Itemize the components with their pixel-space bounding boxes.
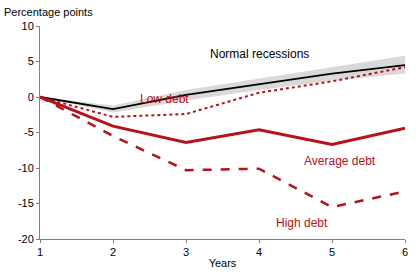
svg-text:0: 0 [28,91,34,103]
svg-text:-15: -15 [18,197,34,209]
svg-text:Average debt: Average debt [304,154,376,168]
svg-text:3: 3 [183,246,189,258]
svg-text:4: 4 [256,246,262,258]
svg-text:1: 1 [37,246,43,258]
svg-text:5: 5 [28,55,34,67]
svg-text:Years: Years [209,257,237,269]
svg-text:2: 2 [110,246,116,258]
svg-text:Low debt: Low debt [140,92,189,106]
svg-text:10: 10 [22,20,34,32]
svg-text:-20: -20 [18,233,34,245]
svg-text:5: 5 [329,246,335,258]
svg-text:Normal recessions: Normal recessions [210,47,309,61]
svg-text:-5: -5 [24,126,34,138]
svg-text:6: 6 [402,246,408,258]
svg-text:High debt: High debt [276,216,328,230]
svg-text:Percentage points: Percentage points [4,6,93,18]
svg-text:-10: -10 [18,162,34,174]
